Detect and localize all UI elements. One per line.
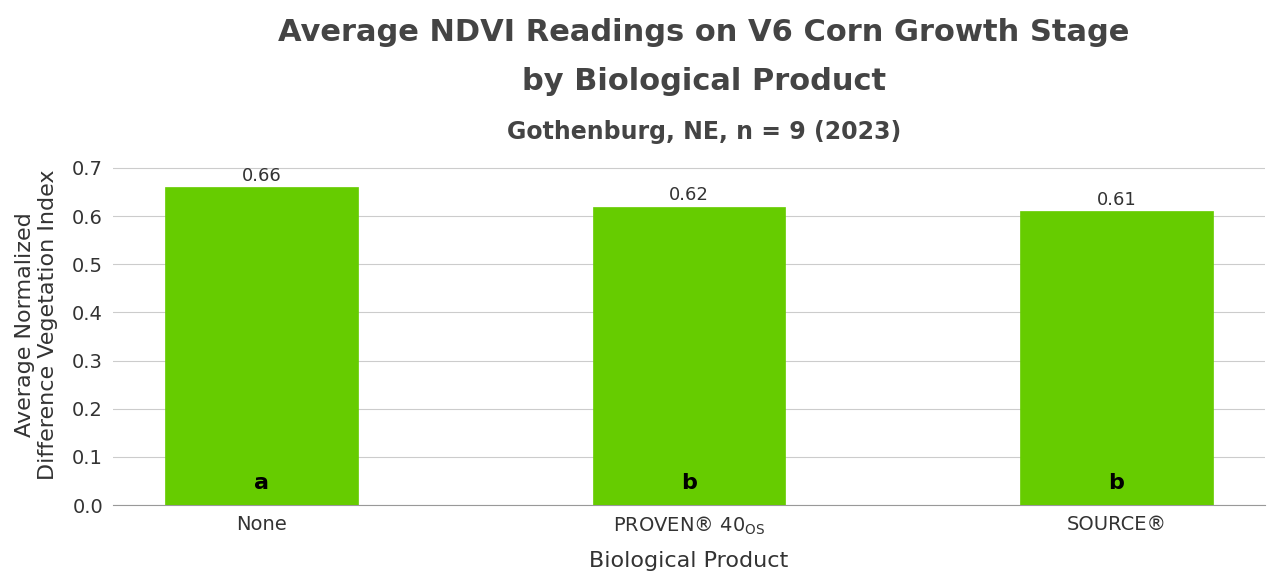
Text: Average NDVI Readings on V6 Corn Growth Stage: Average NDVI Readings on V6 Corn Growth … xyxy=(278,18,1130,46)
Text: a: a xyxy=(253,473,269,493)
Bar xyxy=(165,188,357,505)
X-axis label: Biological Product: Biological Product xyxy=(589,551,788,571)
Text: Gothenburg, NE, n = 9 (2023): Gothenburg, NE, n = 9 (2023) xyxy=(507,120,901,144)
Y-axis label: Average Normalized
Difference Vegetation Index: Average Normalized Difference Vegetation… xyxy=(15,169,58,480)
Text: b: b xyxy=(681,473,696,493)
Text: by Biological Product: by Biological Product xyxy=(522,67,886,96)
Text: 0.66: 0.66 xyxy=(242,167,282,185)
Text: 0.61: 0.61 xyxy=(1097,191,1137,209)
Bar xyxy=(1020,212,1212,505)
Text: b: b xyxy=(1108,473,1124,493)
Text: 0.62: 0.62 xyxy=(669,186,709,204)
Bar xyxy=(593,206,785,505)
